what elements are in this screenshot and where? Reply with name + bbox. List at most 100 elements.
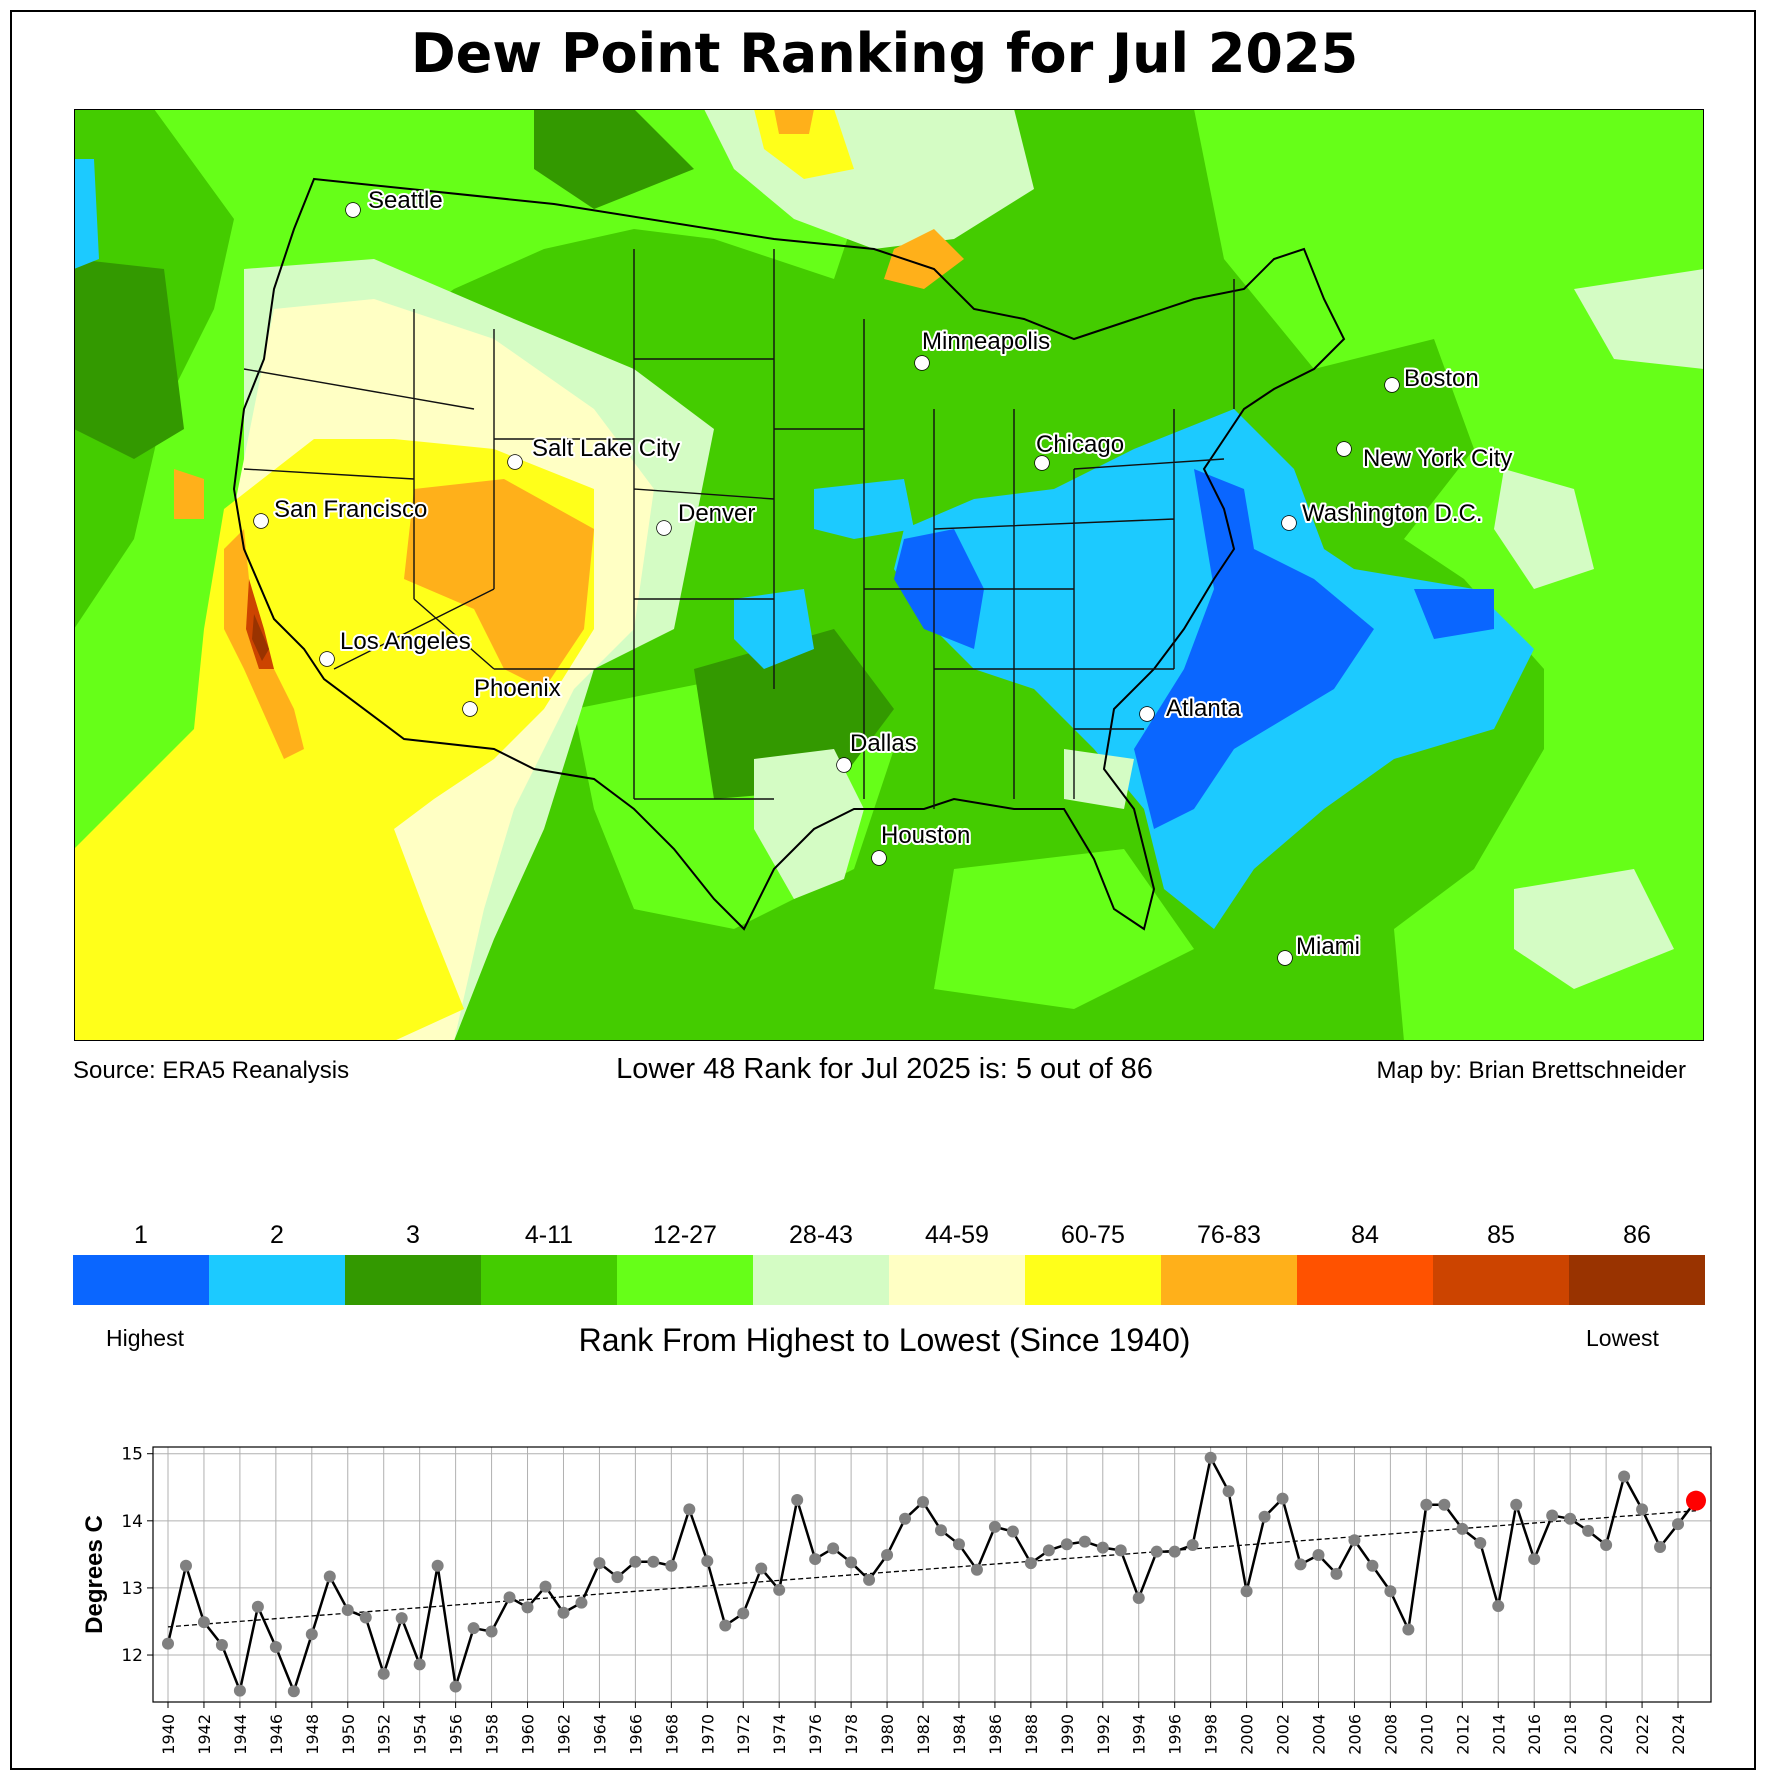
colorbar-swatch [889, 1255, 1026, 1305]
data-point [1528, 1553, 1541, 1566]
colorbar-bin-label: 28-43 [789, 1221, 853, 1249]
city-label: Seattle [368, 187, 443, 214]
city-denver: Denver [656, 498, 757, 536]
x-tick-label: 2010 [1417, 1714, 1436, 1755]
city-atlanta: Atlanta [1139, 693, 1243, 724]
city-label: Houston [881, 822, 970, 849]
data-point [251, 1600, 264, 1613]
colorbar-swatch [1569, 1255, 1705, 1305]
x-tick-label: 2020 [1597, 1714, 1616, 1755]
data-point [557, 1606, 570, 1619]
colorbar-bin-label: 2 [270, 1221, 284, 1249]
x-tick-label: 1986 [986, 1714, 1005, 1755]
data-point [1168, 1545, 1181, 1558]
x-tick-label: 2002 [1274, 1714, 1293, 1755]
x-tick-label: 1972 [734, 1714, 753, 1755]
data-point [1456, 1522, 1469, 1535]
x-tick-label: 1952 [375, 1714, 394, 1755]
x-tick-label: 2006 [1345, 1714, 1364, 1755]
data-point [269, 1640, 282, 1653]
x-tick-label: 2012 [1453, 1714, 1472, 1755]
city-houston: Houston [871, 820, 972, 866]
x-tick-label: 1958 [483, 1714, 502, 1755]
data-point [881, 1549, 894, 1562]
city-label: Dallas [850, 730, 917, 757]
x-tick-label: 1996 [1166, 1714, 1185, 1755]
data-point [934, 1524, 947, 1537]
city-label: Atlanta [1166, 695, 1241, 722]
colorbar-bin-label: 76-83 [1197, 1221, 1261, 1249]
city-seattle: Seattle [345, 185, 445, 218]
city-washington-dc: Washington D.C. [1281, 498, 1485, 531]
x-tick-label: 1980 [878, 1714, 897, 1755]
colorbar-swatch [481, 1255, 618, 1305]
city-label: Boston [1404, 365, 1479, 392]
data-point [503, 1591, 516, 1604]
data-point [1150, 1545, 1163, 1558]
map-region-rank-28-43 [1494, 469, 1594, 589]
data-point [1312, 1549, 1325, 1562]
city-los-angeles: Los Angeles [319, 626, 473, 667]
map-region-rank-1 [1134, 469, 1374, 829]
data-point [197, 1616, 210, 1629]
map-region-rank-3 [694, 629, 894, 799]
data-point [1384, 1585, 1397, 1598]
map-region-rank-76-83 [774, 109, 814, 134]
source-text: Source: ERA5 Reanalysis [73, 1057, 350, 1084]
colorbar-swatch [1025, 1255, 1162, 1305]
x-tick-label: 1970 [698, 1714, 717, 1755]
data-point [395, 1612, 408, 1625]
data-point [1222, 1485, 1235, 1498]
data-point [791, 1494, 804, 1507]
colorbar-swatch [73, 1255, 210, 1305]
data-point [917, 1496, 930, 1509]
colorbar-bin-label: 85 [1487, 1221, 1515, 1249]
x-tick-label: 1984 [950, 1714, 969, 1755]
city-phoenix: Phoenix [462, 673, 563, 717]
city-dallas: Dallas [836, 728, 919, 773]
data-point [1132, 1591, 1145, 1604]
state-borders [243, 249, 1235, 809]
x-tick-label: 2016 [1525, 1714, 1544, 1755]
data-point [539, 1580, 552, 1593]
city-miami: Miami [1277, 931, 1362, 966]
data-point [1114, 1544, 1127, 1557]
data-point [773, 1583, 786, 1596]
data-point [359, 1611, 372, 1624]
colorbar: 1 2 3 4-11 12-27 28-43 44-59 60-75 76-83 84 85 86 [73, 1221, 1705, 1305]
colorbar-bin-label: 1 [134, 1221, 148, 1249]
x-tick-label: 1950 [339, 1714, 358, 1755]
data-point [988, 1520, 1001, 1533]
data-point [1294, 1558, 1307, 1571]
dew-point-rank-map: Seattle Minneapolis Boston Salt Lake Cit… [74, 109, 1704, 1041]
x-tick-label: 1968 [662, 1714, 681, 1755]
city-boston: Boston [1384, 363, 1481, 394]
data-point [305, 1628, 318, 1641]
city-markers: Seattle Minneapolis Boston Salt Lake Cit… [253, 185, 1514, 966]
data-point [1474, 1536, 1487, 1549]
map-region-rank-12-27 [1194, 109, 1704, 1041]
map-region-rank-76-83 [884, 229, 964, 289]
data-point [1042, 1544, 1055, 1557]
map-region-rank-76-83 [404, 479, 594, 689]
x-tick-label: 2022 [1633, 1714, 1652, 1755]
city-label: New York City [1363, 445, 1512, 472]
y-tick-label: 14 [121, 1512, 143, 1532]
data-point [611, 1571, 624, 1584]
data-point [1204, 1451, 1217, 1464]
data-point [1276, 1492, 1289, 1505]
map-region-rank-3 [534, 109, 694, 209]
city-label: San Francisco [274, 496, 427, 523]
data-point [323, 1570, 336, 1583]
data-point [1492, 1600, 1505, 1613]
x-tick-label: 2000 [1238, 1714, 1257, 1755]
data-point [1420, 1498, 1433, 1511]
colorbar-bin-label: 4-11 [525, 1221, 573, 1249]
x-tick-label: 1982 [914, 1714, 933, 1755]
x-tick-label: 1948 [303, 1714, 322, 1755]
data-point [485, 1625, 498, 1638]
data-point [1258, 1510, 1271, 1523]
colorbar-swatch [753, 1255, 890, 1305]
colorbar-swatch [209, 1255, 346, 1305]
dew-point-time-series: 1940 1942 1944 1946 1948 1950 1952 1954 1956 1958… [81, 1445, 1712, 1755]
